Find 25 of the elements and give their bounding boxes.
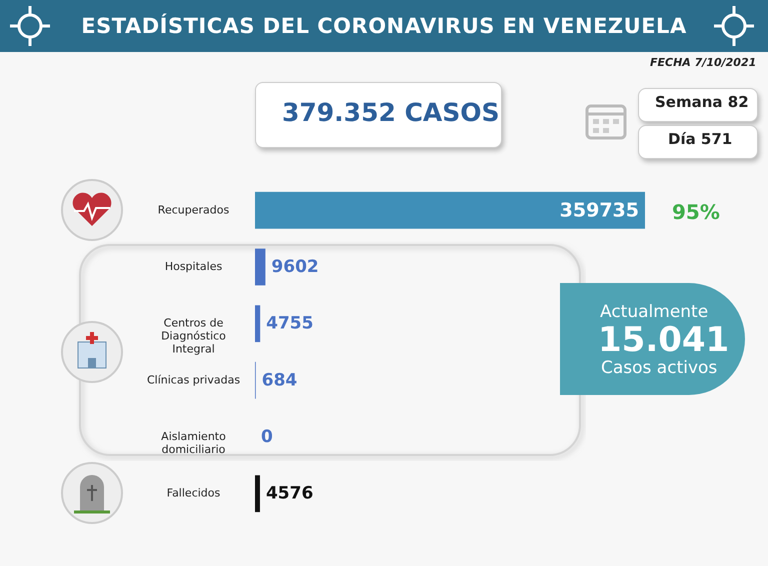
bar — [255, 192, 645, 229]
bar — [255, 248, 266, 286]
text: 379.352 CASOS — [282, 98, 500, 127]
text: Día 571 — [668, 130, 732, 148]
data-label: 359735 — [560, 199, 639, 222]
data-label: 684 — [262, 370, 298, 390]
y-tick-label: Centros de Diagnóstico Integral — [161, 316, 226, 356]
data-label: 0 — [261, 427, 273, 447]
y-tick-label: Hospitales — [164, 260, 222, 273]
chart-title: ESTADÍSTICAS DEL CORONAVIRUS EN VENEZUELA — [0, 0, 768, 52]
y-tick-label: Fallecidos — [166, 486, 221, 500]
bar — [255, 475, 260, 512]
y-tick-label: Clínicas privadas — [146, 373, 240, 386]
y-tick-label: Aislamiento domiciliario — [161, 430, 226, 456]
text: FECHA 7/10/2021 — [650, 56, 756, 69]
annotation: 15.041 — [598, 320, 730, 360]
data-label: 4576 — [266, 484, 314, 504]
bar — [255, 305, 260, 342]
text: Semana 82 — [655, 93, 749, 111]
annotation: Casos activos — [601, 358, 718, 378]
data-label: 4755 — [266, 314, 314, 334]
text: 95% — [672, 200, 720, 224]
y-tick-label: Recuperados — [158, 203, 230, 216]
annotation: Actualmente — [600, 302, 708, 322]
data-label: 9602 — [271, 257, 319, 277]
